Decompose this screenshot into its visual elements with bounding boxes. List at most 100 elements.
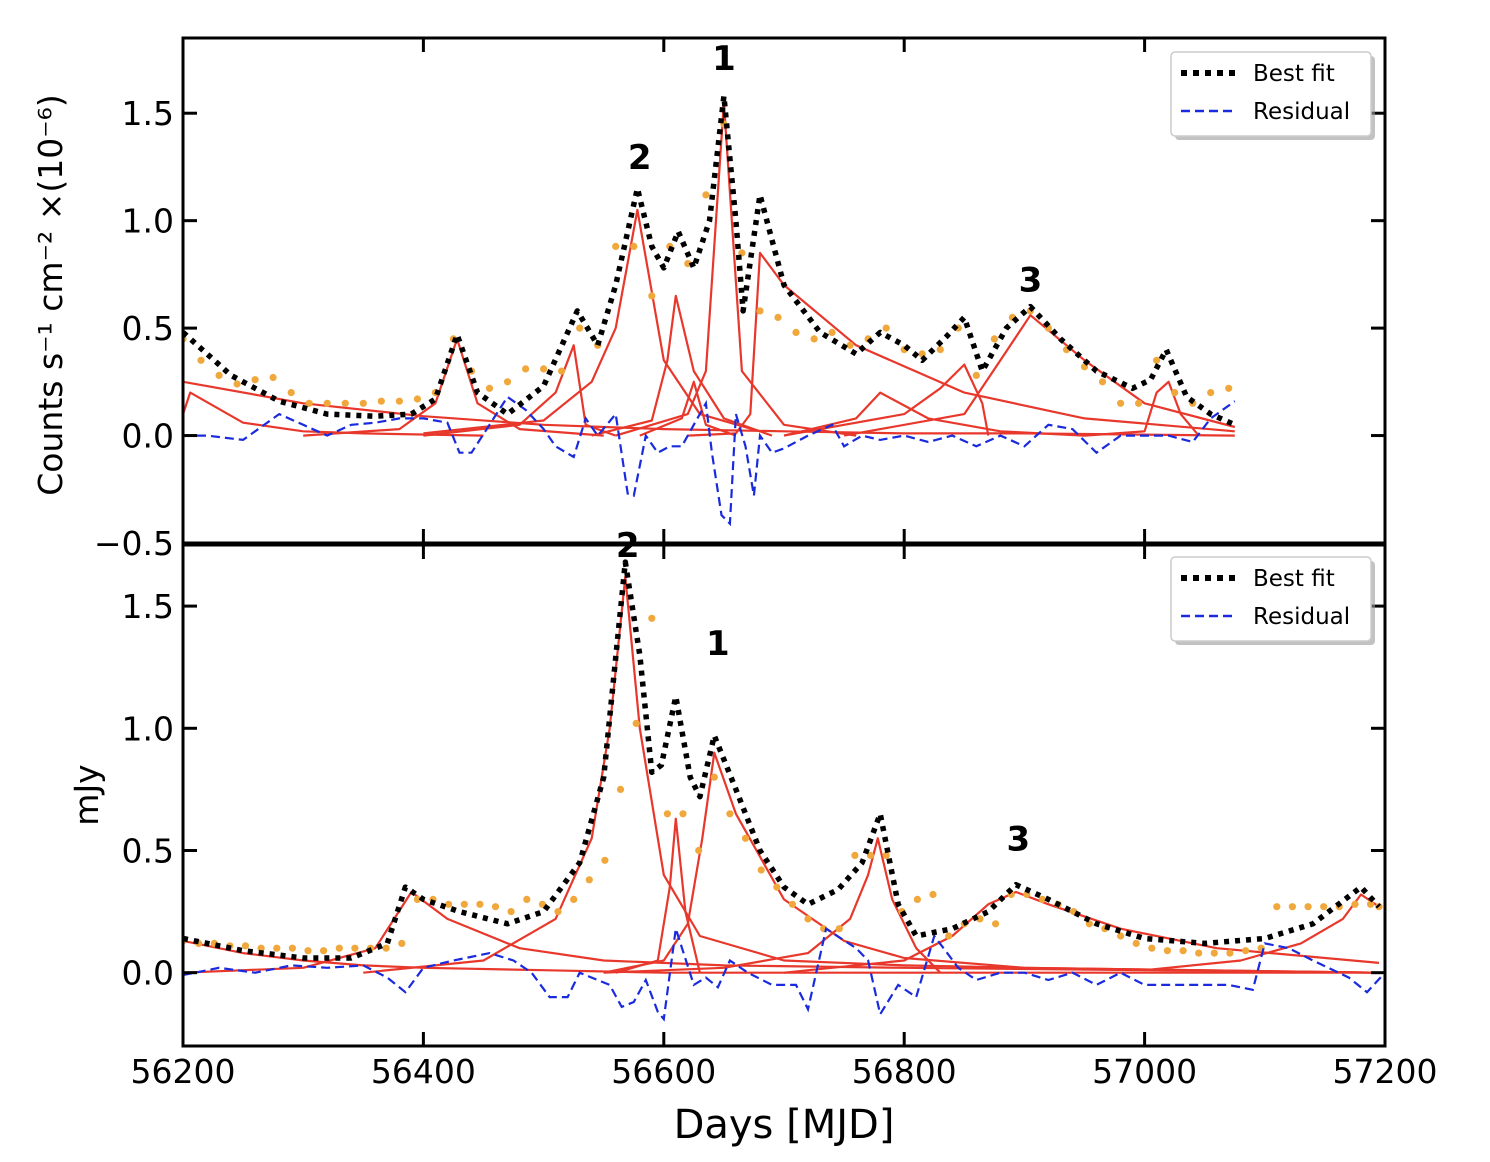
data-point — [1225, 384, 1233, 392]
data-point — [241, 942, 250, 950]
data-point — [538, 900, 547, 908]
bottom-legend: Best fit Residual — [1170, 556, 1375, 645]
data-point — [1179, 947, 1187, 955]
component-curve-0 — [183, 939, 1379, 974]
component-curve-10 — [783, 363, 990, 437]
data-point — [1207, 389, 1215, 397]
top-legend: Best fit Residual — [1170, 51, 1375, 140]
data-point — [695, 846, 703, 855]
data-point — [1132, 939, 1140, 948]
data-point — [215, 371, 223, 379]
data-point — [630, 242, 638, 250]
component-curve-5 — [591, 294, 773, 437]
top-y-axis-label: Counts s⁻¹ cm⁻² ×(10⁻⁶) — [31, 94, 70, 495]
component-curve-4 — [423, 208, 761, 435]
y-tick-label: 0.0 — [122, 417, 174, 456]
data-point — [846, 341, 854, 349]
peak-label: 3 — [1019, 261, 1043, 301]
residual-line — [183, 926, 1385, 1022]
data-point — [648, 614, 656, 622]
data-point — [882, 324, 890, 332]
data-point — [485, 384, 494, 392]
data-point — [616, 785, 625, 794]
x-tick-label: 56600 — [611, 1052, 716, 1091]
data-point — [1367, 900, 1375, 908]
data-point — [601, 856, 609, 864]
data-point — [976, 915, 984, 923]
data-point — [460, 900, 468, 908]
data-point — [773, 883, 781, 891]
data-point — [233, 380, 241, 388]
data-point — [929, 890, 937, 899]
data-point — [851, 851, 859, 860]
y-tick-label: 0.5 — [122, 831, 174, 870]
data-point — [251, 376, 259, 384]
y-tick-label: 0.0 — [122, 954, 174, 993]
data-point — [866, 851, 875, 860]
x-tick-label: 56400 — [371, 1052, 476, 1091]
y-tick-label: −0.5 — [94, 524, 174, 563]
data-point — [1210, 949, 1218, 957]
component-curve-9 — [783, 391, 1085, 437]
data-point — [305, 399, 313, 407]
data-point — [554, 908, 562, 916]
component-curve-1 — [183, 391, 484, 437]
data-point — [576, 324, 584, 332]
data-point — [503, 378, 512, 386]
peak-label: 1 — [712, 39, 736, 79]
component-curve-5 — [603, 837, 942, 974]
component-curve-6 — [639, 380, 737, 437]
data-point — [341, 399, 349, 407]
data-point — [992, 920, 1000, 928]
data-point — [197, 356, 205, 364]
data-point — [828, 328, 836, 336]
data-point — [913, 895, 922, 904]
x-tick-label: 57200 — [1333, 1052, 1438, 1091]
y-tick-label: 0.5 — [122, 309, 174, 348]
data-point — [1117, 932, 1125, 940]
data-point — [1226, 949, 1234, 957]
data-point — [288, 944, 296, 952]
data-point — [810, 335, 818, 343]
top-plot-frame — [181, 36, 1387, 545]
data-point — [972, 371, 980, 379]
data-point — [1273, 903, 1281, 911]
data-point — [398, 939, 406, 948]
data-point — [1098, 378, 1107, 386]
data-point — [702, 191, 710, 199]
data-point — [395, 397, 403, 405]
component-curve-7 — [1144, 893, 1380, 972]
data-point — [936, 346, 944, 354]
data-point — [756, 307, 764, 315]
data-point — [1288, 903, 1296, 911]
peak-label: 3 — [1007, 819, 1031, 859]
data-point — [1148, 944, 1156, 952]
data-point — [804, 915, 812, 923]
data-point — [491, 903, 500, 911]
data-point — [335, 944, 343, 952]
data-point — [684, 260, 692, 268]
data-point — [1304, 903, 1312, 911]
data-point — [882, 851, 890, 860]
data-point — [1038, 895, 1046, 904]
x-tick-label: 56200 — [131, 1052, 236, 1091]
data-point — [1351, 900, 1359, 908]
data-point — [632, 719, 640, 728]
data-point — [585, 876, 593, 884]
peak-label: 2 — [628, 138, 652, 178]
component-curve-2 — [363, 575, 1380, 974]
data-point — [945, 932, 953, 940]
data-point — [522, 365, 530, 373]
residual-line — [183, 395, 1236, 527]
best-fit-line — [183, 559, 1382, 961]
top-legend-best-fit-label: Best fit — [1253, 61, 1335, 87]
data-point — [351, 944, 359, 952]
data-point — [287, 389, 295, 397]
data-point — [1320, 903, 1328, 911]
data-point — [1153, 356, 1161, 364]
data-point — [612, 242, 620, 250]
data-point — [413, 895, 421, 904]
data-point — [1242, 947, 1250, 955]
data-point — [476, 900, 484, 908]
